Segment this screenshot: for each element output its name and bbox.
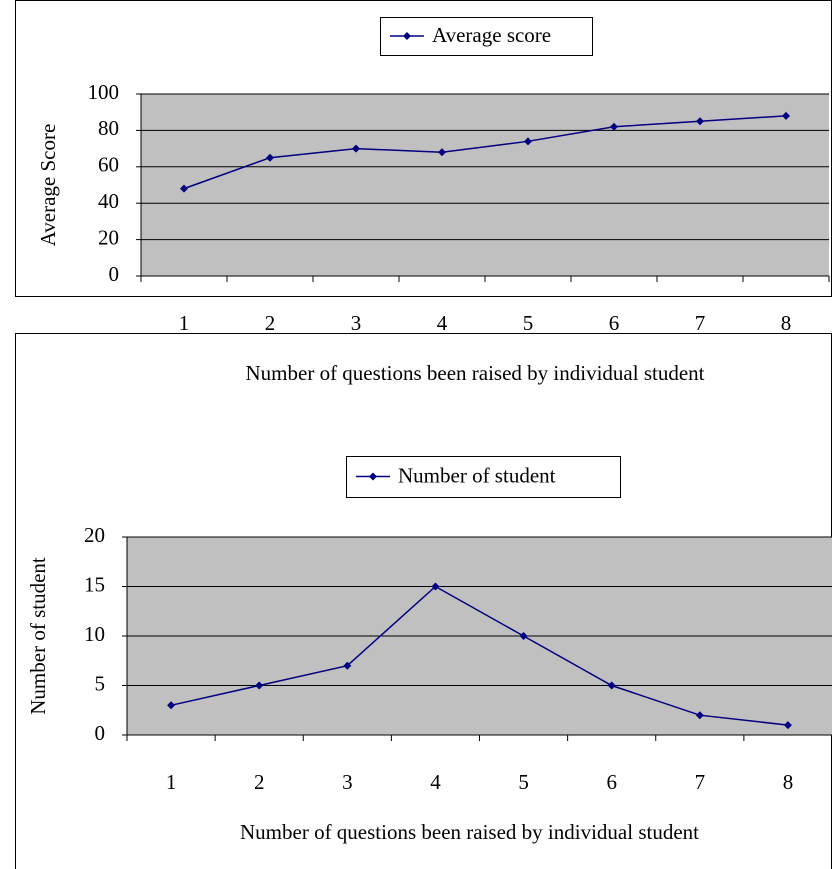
legend-box xyxy=(346,456,621,498)
y-tick-label: 20 xyxy=(84,523,105,547)
point xyxy=(607,681,616,690)
x-tick-label: 8 xyxy=(783,770,794,794)
point xyxy=(352,144,360,153)
y-axis-title: Number of student xyxy=(26,557,50,715)
y-tick-label: 80 xyxy=(98,116,119,140)
x-tick-label: 5 xyxy=(523,311,534,335)
x-tick-label: 7 xyxy=(695,770,706,794)
x-tick-label: 5 xyxy=(518,770,529,794)
legend-label: Average score xyxy=(432,23,551,47)
point xyxy=(782,111,790,120)
x-tick-label: 6 xyxy=(606,770,617,794)
x-tick-label: 3 xyxy=(351,311,362,335)
point xyxy=(343,661,352,670)
point xyxy=(610,122,618,131)
x-tick-label: 2 xyxy=(265,311,276,335)
legend-marker xyxy=(369,472,377,481)
point xyxy=(431,582,440,591)
point xyxy=(524,137,532,146)
x-tick-label: 4 xyxy=(437,311,448,335)
y-tick-label: 100 xyxy=(88,80,120,104)
x-tick-label: 1 xyxy=(166,770,177,794)
x-tick-label: 7 xyxy=(695,311,706,335)
point xyxy=(255,681,264,690)
plot-area xyxy=(141,94,829,276)
x-axis-title: Number of questions been raised by indiv… xyxy=(240,820,699,844)
y-tick-label: 5 xyxy=(95,671,106,695)
y-tick-label: 40 xyxy=(98,189,119,213)
y-axis-title: Average Score xyxy=(36,124,60,247)
legend-marker xyxy=(403,32,411,40)
x-tick-label: 1 xyxy=(179,311,190,335)
point xyxy=(783,721,792,730)
series-line xyxy=(183,115,787,190)
y-tick-label: 20 xyxy=(98,225,119,249)
y-tick-label: 60 xyxy=(98,153,119,177)
point xyxy=(695,711,704,720)
point xyxy=(167,701,176,710)
y-tick-label: 0 xyxy=(109,262,120,286)
legend-label: Number of student xyxy=(398,463,556,487)
x-tick-label: 6 xyxy=(609,311,620,335)
x-tick-label: 8 xyxy=(781,311,792,335)
point xyxy=(180,184,188,193)
series-line xyxy=(170,585,789,726)
x-axis-title: Number of questions been raised by indiv… xyxy=(246,361,705,385)
y-tick-label: 10 xyxy=(84,622,105,646)
x-tick-label: 4 xyxy=(430,770,441,794)
x-tick-label: 3 xyxy=(342,770,353,794)
point xyxy=(438,148,446,157)
point xyxy=(519,632,528,640)
y-tick-label: 0 xyxy=(95,721,106,745)
x-tick-label: 2 xyxy=(254,770,265,794)
point xyxy=(696,117,704,126)
point xyxy=(266,153,274,162)
y-tick-label: 15 xyxy=(84,572,105,596)
